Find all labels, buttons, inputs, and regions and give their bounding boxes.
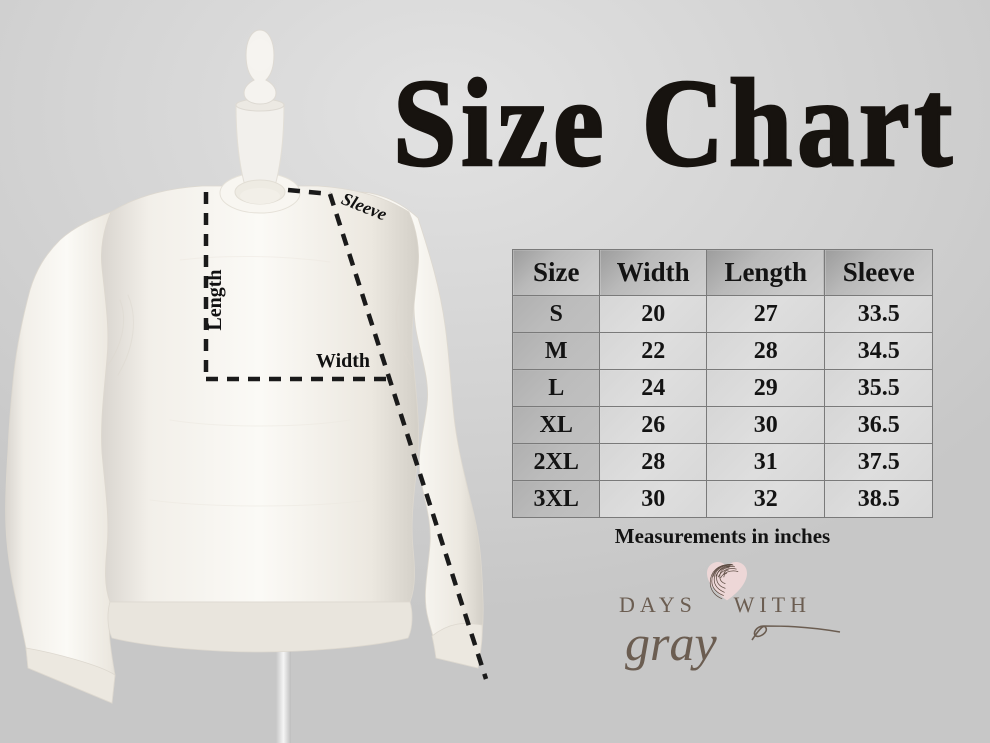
svg-text:Width: Width (316, 350, 370, 372)
svg-text:Length: Length (204, 269, 226, 330)
